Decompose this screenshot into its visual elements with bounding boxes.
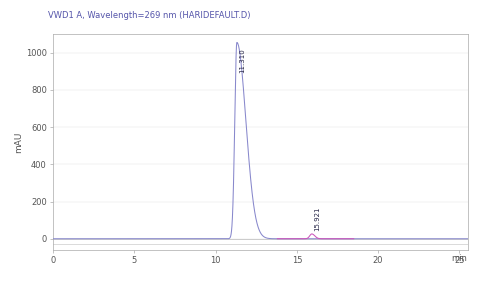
Y-axis label: mAU: mAU bbox=[14, 131, 23, 153]
Text: 11.310: 11.310 bbox=[239, 48, 245, 73]
Text: VWD1 A, Wavelength=269 nm (HARIDEFAULT.D): VWD1 A, Wavelength=269 nm (HARIDEFAULT.D… bbox=[48, 11, 251, 20]
Text: 15.921: 15.921 bbox=[314, 207, 320, 231]
Text: min: min bbox=[452, 254, 468, 263]
